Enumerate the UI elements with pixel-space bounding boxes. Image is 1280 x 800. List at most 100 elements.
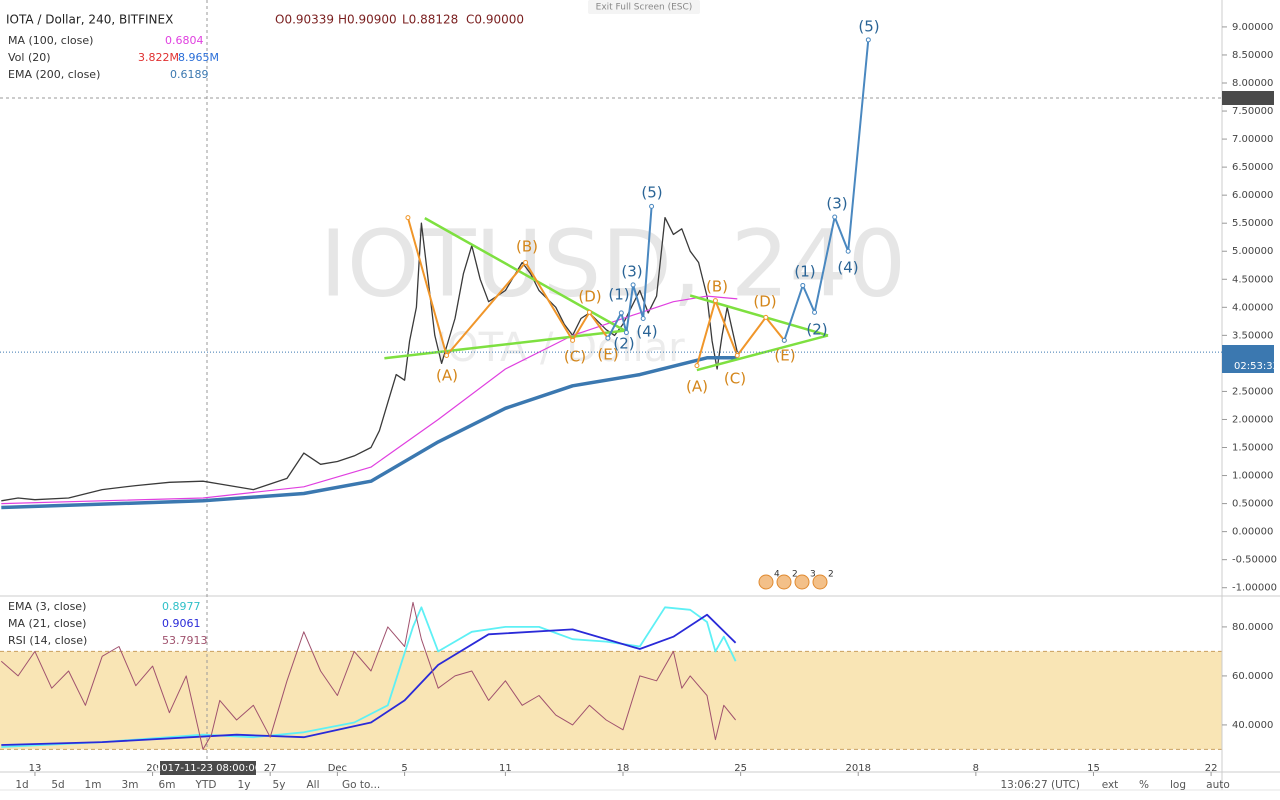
y-tick-label: 0.50000 [1232, 499, 1273, 510]
legend-ema3: EMA (3, close) [8, 600, 86, 613]
wave-path-vertex [623, 330, 629, 336]
range-button[interactable]: 5y [273, 779, 286, 791]
wave-label: (A) [436, 367, 458, 385]
ohlc-low: L0.88128 [402, 13, 458, 27]
y-tick-label: 7.00000 [1232, 134, 1273, 145]
event-icon[interactable] [812, 574, 828, 590]
x-tick-label: 25 [734, 763, 747, 774]
goto-button[interactable]: Go to... [342, 779, 380, 791]
exit-fullscreen[interactable]: Exit Full Screen (ESC) [596, 3, 693, 13]
y-tick-label: 5.50000 [1232, 218, 1273, 229]
ohlc-close: C0.90000 [466, 13, 524, 27]
wave-path-vertex [586, 309, 592, 315]
y-tick-label: 2.00000 [1232, 414, 1273, 425]
option-button[interactable]: auto [1206, 779, 1230, 791]
last-price-box [1222, 345, 1274, 373]
wave-path-vertex [812, 309, 818, 315]
ohlc-high: H0.90900 [338, 13, 397, 27]
event-icon[interactable] [776, 574, 792, 590]
y-tick-label: -1.00000 [1232, 583, 1277, 594]
range-button[interactable]: All [306, 779, 319, 791]
wave-path-vertex [570, 337, 576, 343]
y-tick-label: 2.50000 [1232, 386, 1273, 397]
x-tick-label: 27 [264, 763, 277, 774]
legend-ema3-value: 0.8977 [162, 600, 201, 613]
crosshair-time: 2017-11-23 08:00:00 [155, 763, 261, 774]
range-button[interactable]: 5d [51, 779, 64, 791]
legend-volume-value: 3.822M [138, 51, 179, 64]
crosshair-time-box [160, 761, 256, 775]
toolbar: 1d 5d 1m 3m 6m YTD 1y 5y All Go to... 13:06:27 (UT… [15, 779, 1230, 791]
x-tick-label: 18 [617, 763, 630, 774]
range-button[interactable]: 6m [159, 779, 176, 791]
legend-ema200-value: 0.6189 [170, 68, 209, 81]
series-line [1, 295, 738, 505]
y-tick-label: 40.0000 [1232, 720, 1273, 731]
event-count: 2 [792, 570, 798, 580]
x-tick-label: Dec [328, 763, 347, 774]
crosshair-price-box [1222, 91, 1274, 105]
y-tick-label: 6.00000 [1232, 190, 1273, 201]
series-line [1, 356, 738, 510]
y-tick-label: 1.50000 [1232, 443, 1273, 454]
legend-rsi: RSI (14, close) [8, 634, 87, 647]
wave-path-vertex [712, 298, 718, 304]
plot-layer: 9.00000 8.50000 8.00000 7.50000 7.00000 6.500… [0, 18, 1277, 776]
trend-line [696, 334, 829, 372]
wave-label: (A) [686, 378, 708, 396]
range-button[interactable]: YTD [195, 779, 217, 791]
range-button[interactable]: 1y [238, 779, 251, 791]
event-icon[interactable] [758, 574, 774, 590]
wave-label: (2) [806, 321, 827, 339]
range-button[interactable]: 1d [15, 779, 28, 791]
wave-path-vertex [618, 310, 624, 316]
y-tick-label: 3.50000 [1232, 330, 1273, 341]
legend-volume: Vol (20) [8, 51, 51, 64]
x-tick-label: 22 [1205, 763, 1218, 774]
y-tick-label: 1.00000 [1232, 471, 1273, 482]
symbol-title: IOTA / Dollar, 240, BITFINEX [6, 13, 173, 27]
wave-path-vertex [865, 37, 871, 43]
countdown: 02:53:33 [1234, 361, 1279, 372]
clock: 13:06:27 (UTC) [1000, 779, 1080, 791]
option-button[interactable]: % [1139, 779, 1149, 791]
wave-path-vertex [845, 248, 851, 254]
option-button[interactable]: ext [1102, 779, 1119, 791]
series-line [0, 601, 736, 750]
wave-label: (C) [564, 348, 586, 366]
wave-path-vertex [781, 337, 787, 343]
series-line [1, 613, 737, 746]
y-tick-label: 60.0000 [1232, 671, 1273, 682]
wave-path-vertex [630, 282, 636, 288]
legend-ma21-value: 0.9061 [162, 617, 201, 630]
wave-label: (4) [837, 259, 858, 277]
wave-label: (B) [706, 278, 728, 296]
range-button[interactable]: 1m [85, 779, 102, 791]
y-tick-label: -0.50000 [1232, 555, 1277, 566]
exit-fullscreen-button[interactable] [588, 0, 700, 14]
legend-ma21: MA (21, close) [8, 617, 86, 630]
y-tick-label: 6.50000 [1232, 162, 1273, 173]
wave-path-vertex [605, 335, 611, 341]
trend-line [384, 329, 629, 360]
x-tick-label: 8 [973, 763, 979, 774]
wave-label: (1) [608, 286, 629, 304]
event-icon[interactable] [794, 574, 810, 590]
legend-rsi-value: 53.7913 [162, 634, 208, 647]
wave-label: (3) [621, 263, 642, 281]
event-count: 4 [774, 570, 780, 580]
range-button[interactable]: 3m [122, 779, 139, 791]
y-tick-label: 5.00000 [1232, 246, 1273, 257]
wave-path-vertex [734, 353, 740, 359]
wave-label: (E) [597, 346, 618, 364]
y-tick-label: 80.0000 [1232, 622, 1273, 633]
option-button[interactable]: log [1170, 779, 1186, 791]
x-tick-label: 13 [29, 763, 42, 774]
y-tick-label: 8.50000 [1232, 50, 1273, 61]
x-tick-label: 11 [499, 763, 512, 774]
wave-path [783, 39, 870, 341]
wave-label: (3) [826, 195, 847, 213]
wave-label: (B) [516, 238, 538, 256]
wave-path-vertex [649, 203, 655, 209]
wave-label: (E) [774, 347, 795, 365]
